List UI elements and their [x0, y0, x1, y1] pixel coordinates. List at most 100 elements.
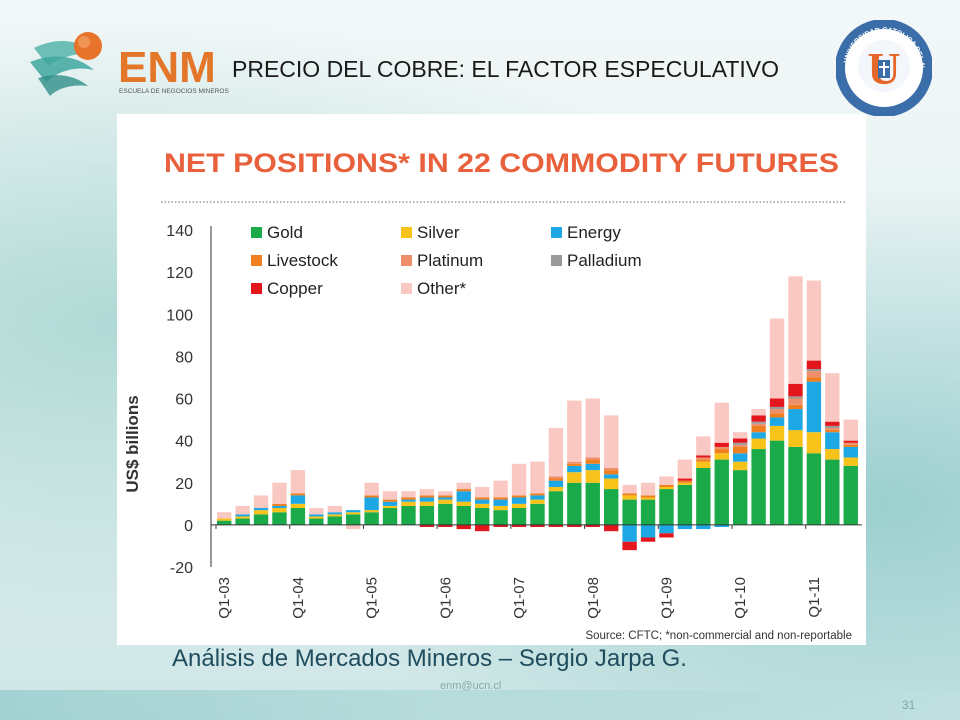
bar-segment-gold	[751, 449, 766, 525]
slide-title: PRECIO DEL COBRE: EL FACTOR ESPECULATIVO	[232, 56, 780, 82]
bar-segment-silver	[843, 457, 858, 466]
bar-segment-gold	[622, 499, 637, 525]
bar-segment-copper	[714, 442, 729, 447]
slide-subtitle: Análisis de Mercados Mineros – Sergio Ja…	[172, 645, 687, 672]
y-tick-label: 0	[184, 518, 193, 535]
bar-segment-other	[346, 524, 361, 530]
x-tick-label: Q1-11	[806, 577, 823, 618]
bar-segment-other	[272, 482, 287, 504]
bar-segment-energy	[677, 524, 693, 530]
bar-segment-gold	[825, 459, 840, 525]
x-tick-label: Q1-07	[511, 577, 528, 619]
bar-segment-livestock	[843, 444, 858, 447]
bar-segment-silver	[640, 497, 656, 500]
bar-segment-silver	[567, 472, 582, 483]
bar-segment-energy	[253, 508, 269, 511]
x-tick-label: Q1-04	[290, 577, 307, 619]
bar-segment-copper	[843, 440, 858, 443]
bar-segment-livestock	[604, 470, 619, 475]
bar-segment-other	[493, 480, 508, 498]
bar-segment-other	[788, 276, 803, 384]
bar-segment-platinum	[604, 468, 619, 471]
bar-segment-gold	[493, 510, 508, 525]
university-seal: UNIVERSIDAD CATOLICA DEL NORTE CHILE U	[836, 20, 932, 116]
bar-segment-silver	[309, 516, 324, 519]
bar-segment-other	[769, 318, 785, 399]
bar-segment-silver	[438, 499, 453, 504]
bar-segment-platinum	[714, 446, 729, 450]
bar-segment-silver	[751, 438, 766, 450]
bar-segment-energy	[290, 495, 306, 504]
footer-band	[0, 690, 960, 720]
bar-segment-livestock	[456, 489, 471, 492]
bar-segment-copper	[604, 524, 619, 532]
bar-segment-platinum	[788, 398, 803, 405]
logo-brand: ENM	[118, 43, 216, 92]
bar-segment-gold	[217, 520, 232, 525]
bar-segment-copper	[511, 524, 527, 527]
bar-segment-copper	[438, 524, 453, 527]
bar-segment-other	[659, 476, 674, 485]
bar-segment-other	[235, 505, 250, 515]
legend-swatch-other	[401, 283, 412, 294]
bar-segment-other	[438, 491, 453, 496]
bar-segment-other	[530, 461, 545, 494]
bar-segment-other	[733, 432, 748, 439]
bar-segment-copper	[788, 383, 803, 397]
y-tick-label: 120	[166, 265, 193, 282]
bar-segment-other	[309, 508, 324, 515]
bar-segment-energy	[733, 453, 748, 462]
y-tick-label: -20	[170, 560, 193, 577]
chart-title: NET POSITIONS* IN 22 COMMODITY FUTURES	[164, 148, 839, 178]
bar-segment-copper	[769, 398, 785, 407]
bar-segment-other	[843, 419, 858, 441]
bar-segment-platinum	[567, 461, 582, 464]
bar-segment-platinum	[825, 427, 840, 431]
bar-segment-gold	[327, 516, 342, 525]
bar-segment-silver	[714, 453, 729, 460]
legend-label: Other*	[417, 279, 467, 298]
y-tick-label: 80	[175, 349, 193, 366]
bar-segment-livestock	[751, 425, 766, 433]
bar-segment-silver	[364, 510, 379, 513]
footer-email: enm@ucn.cl	[440, 680, 502, 692]
bar-segment-energy	[714, 524, 729, 527]
bar-segment-platinum	[751, 423, 766, 426]
bar-segment-livestock	[567, 463, 582, 466]
bar-segment-gold	[696, 468, 711, 525]
bar-segment-energy	[548, 480, 564, 487]
legend-label: Copper	[267, 279, 323, 298]
bar-segment-livestock	[769, 413, 785, 418]
legend-label: Silver	[417, 223, 460, 242]
bar-segment-gold	[843, 465, 858, 525]
legend-swatch-platinum	[401, 255, 412, 266]
bar-segment-other	[567, 400, 582, 462]
bar-segment-palladium	[806, 369, 822, 372]
bar-segment-other	[511, 463, 527, 496]
legend-label: Livestock	[267, 251, 338, 270]
bar-segment-livestock	[493, 497, 508, 500]
bar-segment-copper	[567, 524, 582, 527]
bar-segment-gold	[769, 440, 785, 525]
bar-segment-gold	[806, 453, 822, 525]
bar-segment-other	[327, 505, 342, 513]
legend-swatch-palladium	[551, 255, 562, 266]
bar-segment-other	[401, 491, 416, 498]
bar-segment-palladium	[769, 406, 785, 410]
bar-segment-livestock	[825, 430, 840, 433]
bar-segment-palladium	[825, 425, 840, 428]
bar-segment-other	[419, 489, 435, 496]
bar-segment-other	[604, 415, 619, 469]
bar-segment-livestock	[419, 495, 435, 498]
y-tick-label: 60	[175, 392, 193, 409]
bar-segment-silver	[548, 486, 564, 492]
bar-segment-palladium	[733, 442, 748, 445]
bar-segment-livestock	[788, 404, 803, 410]
bar-segment-platinum	[769, 409, 785, 414]
bar-segment-livestock	[438, 495, 453, 498]
bar-segment-livestock	[677, 480, 693, 483]
bar-segment-other	[622, 484, 637, 494]
bar-segment-energy	[640, 524, 656, 538]
bar-segment-other	[290, 470, 306, 494]
bar-segment-energy	[696, 524, 711, 530]
